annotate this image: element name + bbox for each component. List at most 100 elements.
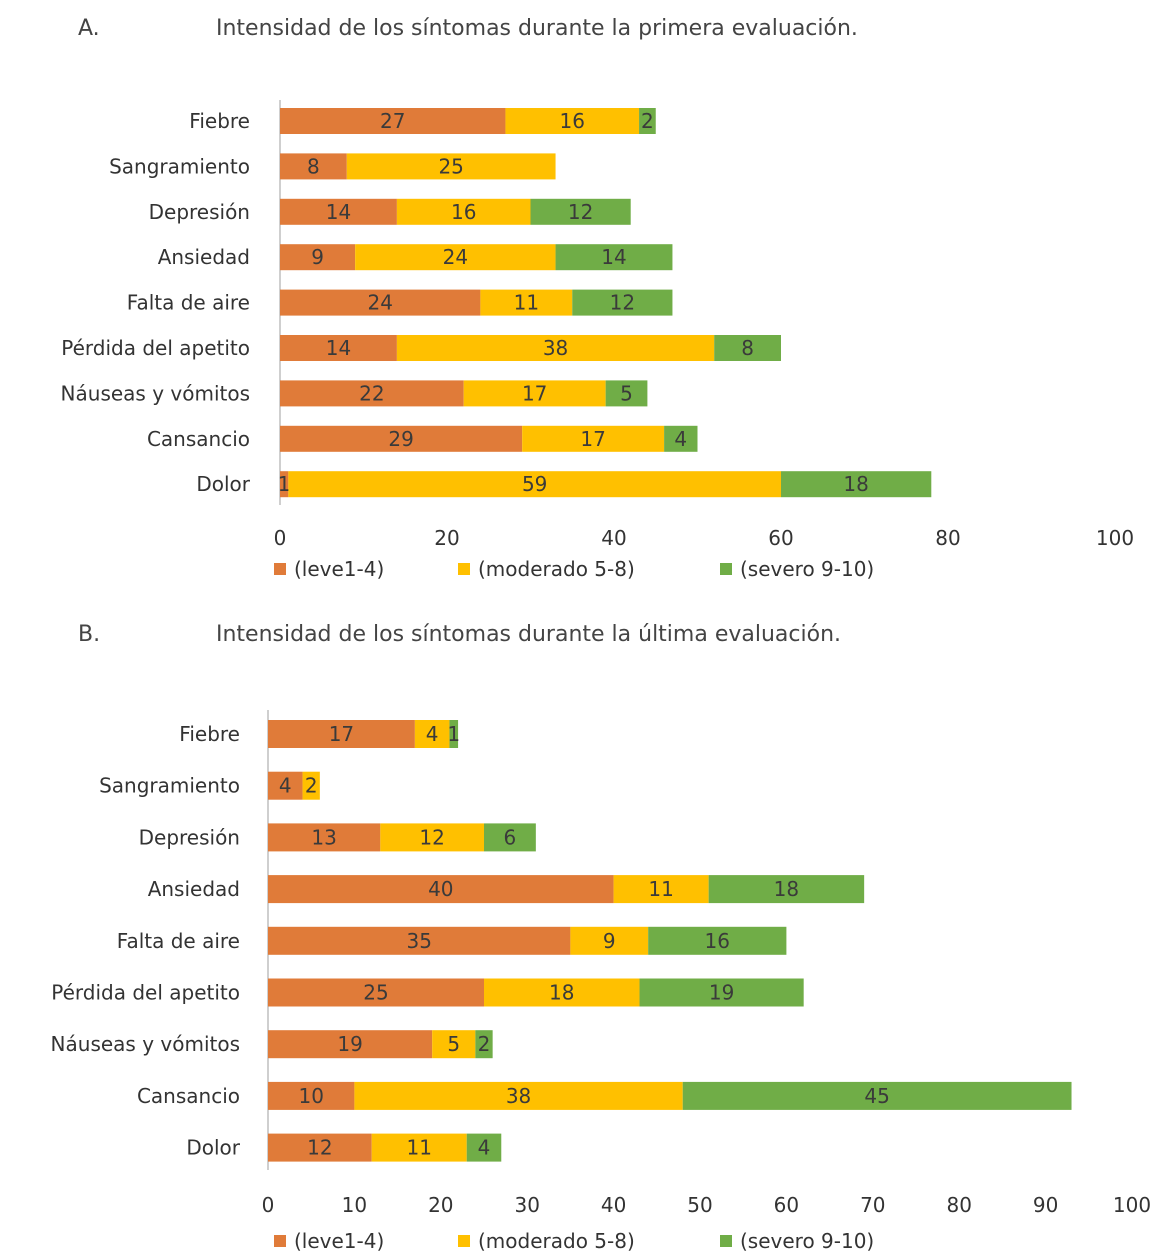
chart-a-category-label-fiebre: Fiebre	[189, 109, 250, 133]
chart-b-bar-fiebre-moderado	[414, 720, 450, 748]
chart-b-data-label-depresion-leve: 13	[311, 825, 336, 849]
chart-a-data-label-sangramiento-leve: 8	[307, 154, 320, 178]
chart-b-bar-fiebre-severo	[449, 720, 459, 748]
chart-b-x-tick-0: 0	[262, 1193, 275, 1217]
chart-b-data-label-nauseas-y-vomitos-moderado: 5	[447, 1032, 460, 1056]
panel-b-letter: B.	[78, 622, 101, 647]
chart-b-x-tick-60: 60	[774, 1193, 799, 1217]
chart-a-data-label-ansiedad-leve: 9	[311, 245, 324, 269]
chart-b-data-label-fiebre-moderado: 4	[426, 722, 439, 746]
chart-b-bar-perdida-del-apetito-moderado	[484, 978, 640, 1007]
chart-a-data-label-sangramiento-moderado: 25	[438, 154, 463, 178]
chart-b-data-label-falta-de-aire-severo: 16	[705, 929, 730, 953]
chart-a-bar-ansiedad-leve	[280, 244, 356, 271]
chart-b-x-tick-70: 70	[860, 1193, 885, 1217]
chart-a-data-label-falta-de-aire-moderado: 11	[514, 291, 539, 315]
chart-a-bar-nauseas-y-vomitos-severo	[605, 380, 648, 407]
chart-b-data-label-dolor-severo: 4	[478, 1136, 491, 1160]
chart-b-data-label-perdida-del-apetito-leve: 25	[363, 981, 388, 1005]
chart-a-data-label-perdida-del-apetito-moderado: 38	[543, 336, 568, 360]
chart-a-bar-depresion-moderado	[396, 198, 531, 225]
chart-a-bar-sangramiento-leve	[280, 153, 347, 180]
chart-a-data-label-fiebre-severo: 2	[641, 109, 654, 133]
panel-b-title: Intensidad de los síntomas durante la úl…	[216, 622, 842, 647]
chart-b-data-label-sangramiento-leve: 4	[279, 774, 292, 798]
chart-a-bar-dolor-moderado	[288, 471, 781, 498]
chart-b-x-tick-40: 40	[601, 1193, 626, 1217]
chart-b-data-label-perdida-del-apetito-severo: 19	[709, 981, 734, 1005]
chart-a-data-label-falta-de-aire-severo: 12	[610, 291, 635, 315]
chart-b-bar-dolor-severo	[466, 1133, 502, 1162]
chart-b-bar-ansiedad-moderado	[613, 875, 709, 904]
chart-b-data-label-dolor-leve: 12	[307, 1136, 332, 1160]
chart-b-data-label-nauseas-y-vomitos-leve: 19	[337, 1032, 362, 1056]
chart-a-x-tick-100: 100	[1096, 526, 1134, 550]
chart-b-bar-ansiedad-severo	[708, 875, 865, 904]
chart-a-bar-dolor-severo	[781, 471, 932, 498]
chart-b-category-label-ansiedad: Ansiedad	[148, 877, 240, 901]
chart-b-data-label-cansancio-leve: 10	[298, 1084, 323, 1108]
chart-b-category-label-depresion: Depresión	[139, 825, 240, 849]
chart-a-bar-sangramiento-moderado	[346, 153, 556, 180]
chart-b-legend-label-severo: (severo 9-10)	[740, 1229, 874, 1251]
chart-b-x-tick-50: 50	[687, 1193, 712, 1217]
chart-b-category-label-perdida-del-apetito: Pérdida del apetito	[51, 981, 240, 1005]
chart-a-bar-cansancio-moderado	[522, 425, 665, 452]
chart-b-bar-sangramiento-moderado	[302, 771, 320, 800]
chart-b-bar-nauseas-y-vomitos-severo	[475, 1030, 493, 1059]
chart-b-data-label-depresion-severo: 6	[504, 825, 517, 849]
chart-a-legend-label-leve: (leve1-4)	[294, 557, 384, 581]
chart-a-data-label-cansancio-leve: 29	[388, 427, 413, 451]
chart-a-bar-ansiedad-moderado	[355, 244, 556, 271]
chart-a-category-label-cansancio: Cansancio	[147, 427, 250, 451]
chart-b-bar-dolor-leve	[268, 1133, 372, 1162]
chart-a-x-tick-60: 60	[768, 526, 793, 550]
chart-a-data-label-ansiedad-moderado: 24	[443, 245, 468, 269]
chart-b-data-label-perdida-del-apetito-moderado: 18	[549, 981, 574, 1005]
chart-a-data-label-dolor-severo: 18	[843, 472, 868, 496]
chart-a-category-label-nauseas-y-vomitos: Náuseas y vómitos	[61, 381, 250, 405]
chart-a-data-label-ansiedad-severo: 14	[601, 245, 626, 269]
chart-a-x-tick-0: 0	[274, 526, 287, 550]
chart-a-bar-fiebre-leve	[280, 108, 506, 134]
chart-b-bar-nauseas-y-vomitos-leve	[268, 1030, 433, 1059]
chart-b-data-label-ansiedad-leve: 40	[428, 877, 453, 901]
chart-b-category-label-sangramiento: Sangramiento	[99, 774, 240, 798]
chart-b-bar-cansancio-moderado	[354, 1081, 683, 1110]
chart-b-data-label-sangramiento-moderado: 2	[305, 774, 318, 798]
chart-a-category-label-falta-de-aire: Falta de aire	[127, 291, 250, 315]
chart-b-category-label-cansancio: Cansancio	[137, 1084, 240, 1108]
chart-a-bar-depresion-severo	[530, 198, 631, 225]
chart-a-bar-perdida-del-apetito-severo	[714, 335, 781, 361]
chart-b-bar-depresion-leve	[268, 823, 381, 852]
chart-b-data-label-falta-de-aire-moderado: 9	[603, 929, 616, 953]
chart-b-legend-label-leve: (leve1-4)	[294, 1229, 384, 1251]
chart-a-data-label-perdida-del-apetito-leve: 14	[326, 336, 351, 360]
chart-b-bar-nauseas-y-vomitos-moderado	[432, 1030, 476, 1059]
chart-b-data-label-depresion-moderado: 12	[419, 825, 444, 849]
chart-b-bar-falta-de-aire-leve	[268, 926, 571, 955]
chart-b-category-label-nauseas-y-vomitos: Náuseas y vómitos	[51, 1032, 240, 1056]
chart-a-data-label-depresion-moderado: 16	[451, 200, 476, 224]
chart-b-legend-swatch-severo	[720, 1235, 732, 1247]
chart-b-data-label-cansancio-moderado: 38	[506, 1084, 531, 1108]
chart-a-data-label-depresion-severo: 12	[568, 200, 593, 224]
panel-a-title: Intensidad de los síntomas durante la pr…	[216, 16, 858, 41]
chart-a-bar-perdida-del-apetito-leve	[280, 335, 397, 361]
chart-b-bar-depresion-severo	[484, 823, 536, 852]
chart-a-category-label-depresion: Depresión	[149, 200, 250, 224]
chart-b-bar-fiebre-leve	[268, 720, 415, 748]
chart-b-bar-perdida-del-apetito-severo	[639, 978, 804, 1007]
chart-b-legend-swatch-leve	[274, 1235, 286, 1247]
chart-a-bar-falta-de-aire-severo	[572, 289, 673, 316]
chart-b-bar-perdida-del-apetito-leve	[268, 978, 484, 1007]
chart-a-data-label-perdida-del-apetito-severo: 8	[741, 336, 754, 360]
chart-b-data-label-nauseas-y-vomitos-severo: 2	[478, 1032, 491, 1056]
chart-a-bar-fiebre-severo	[639, 108, 656, 134]
chart-b-data-label-dolor-moderado: 11	[406, 1136, 431, 1160]
chart-a-category-label-ansiedad: Ansiedad	[158, 245, 250, 269]
chart-a-data-label-dolor-leve: 1	[278, 472, 291, 496]
chart-b-bar-cansancio-leve	[268, 1081, 355, 1110]
chart-a-category-label-sangramiento: Sangramiento	[109, 154, 250, 178]
